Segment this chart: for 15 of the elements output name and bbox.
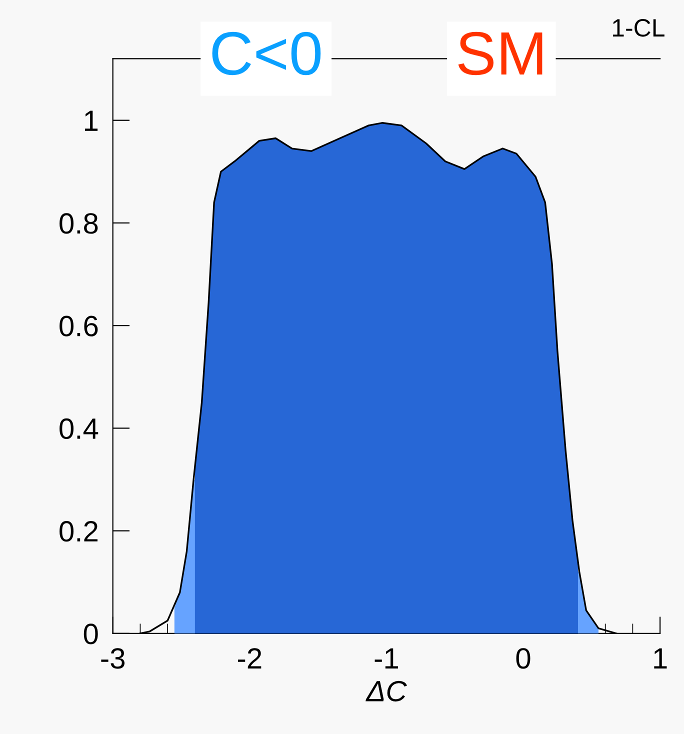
x-tick-label: -2 xyxy=(238,648,262,668)
y-tick-label: 0.6 xyxy=(60,316,98,336)
y-tick-label: 0.2 xyxy=(60,521,98,542)
y-tick-label: 0.4 xyxy=(60,418,98,440)
y-tick-label: 1 xyxy=(84,110,98,131)
x-tick-label: -1 xyxy=(374,648,398,668)
y-axis-title: 1-CL xyxy=(612,18,664,37)
x-tick-label: 0 xyxy=(516,648,530,669)
y-tick-label: 0.8 xyxy=(60,213,98,234)
x-tick-label: -3 xyxy=(101,648,125,669)
y-tick-label: 0 xyxy=(84,624,98,644)
annotation: SM xyxy=(458,32,542,76)
x-axis-title: ΔC xyxy=(366,680,407,702)
annotation: C<0 xyxy=(212,32,321,76)
x-tick-label: 1 xyxy=(654,648,667,668)
